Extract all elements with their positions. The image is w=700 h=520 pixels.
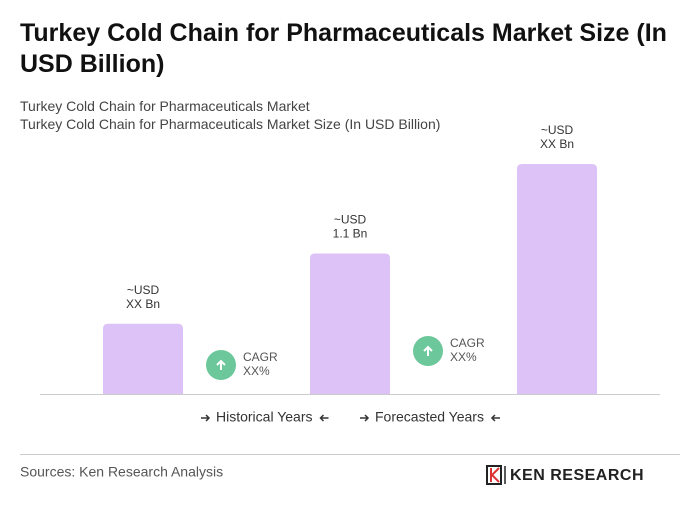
legend-label: Forecasted Years — [375, 409, 484, 425]
legend-arrow — [490, 414, 500, 422]
value-label: 1.1 Bn — [333, 227, 368, 241]
value-label: ~USD — [127, 283, 160, 297]
legend-item: Historical Years — [201, 409, 329, 425]
title: Turkey Cold Chain for Pharmaceuticals Ma… — [20, 19, 667, 78]
bar — [103, 323, 183, 394]
cagr-label: CAGR — [243, 350, 278, 364]
value-label: XX Bn — [540, 137, 574, 151]
cagr-value: XX% — [450, 350, 477, 364]
cagr-arrow — [423, 345, 433, 356]
cagr-arrow — [216, 359, 226, 370]
legend-label: Historical Years — [216, 409, 313, 425]
value-label: XX Bn — [126, 297, 160, 311]
legend-arrow — [319, 414, 329, 422]
legend-item: Forecasted Years — [360, 409, 500, 425]
subtitle: Turkey Cold Chain for Pharmaceuticals Ma… — [20, 98, 310, 114]
legend-arrow — [201, 414, 211, 422]
value-label: ~USD — [334, 213, 367, 227]
cagr-label: CAGR — [450, 336, 485, 350]
bar — [310, 253, 390, 394]
value-label: ~USD — [541, 123, 574, 137]
subtitle: Turkey Cold Chain for Pharmaceuticals Ma… — [20, 116, 441, 132]
sources: Sources: Ken Research Analysis — [20, 464, 223, 480]
bar — [517, 164, 597, 394]
logo: KEN RESEARCH — [486, 465, 644, 485]
logo-text: KEN RESEARCH — [510, 467, 644, 484]
cagr-value: XX% — [243, 364, 270, 378]
legend-arrow — [360, 414, 370, 422]
